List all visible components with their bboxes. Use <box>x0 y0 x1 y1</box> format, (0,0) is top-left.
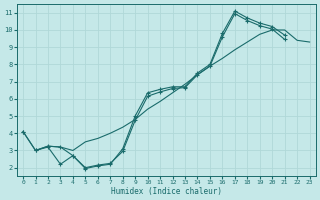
X-axis label: Humidex (Indice chaleur): Humidex (Indice chaleur) <box>111 187 222 196</box>
